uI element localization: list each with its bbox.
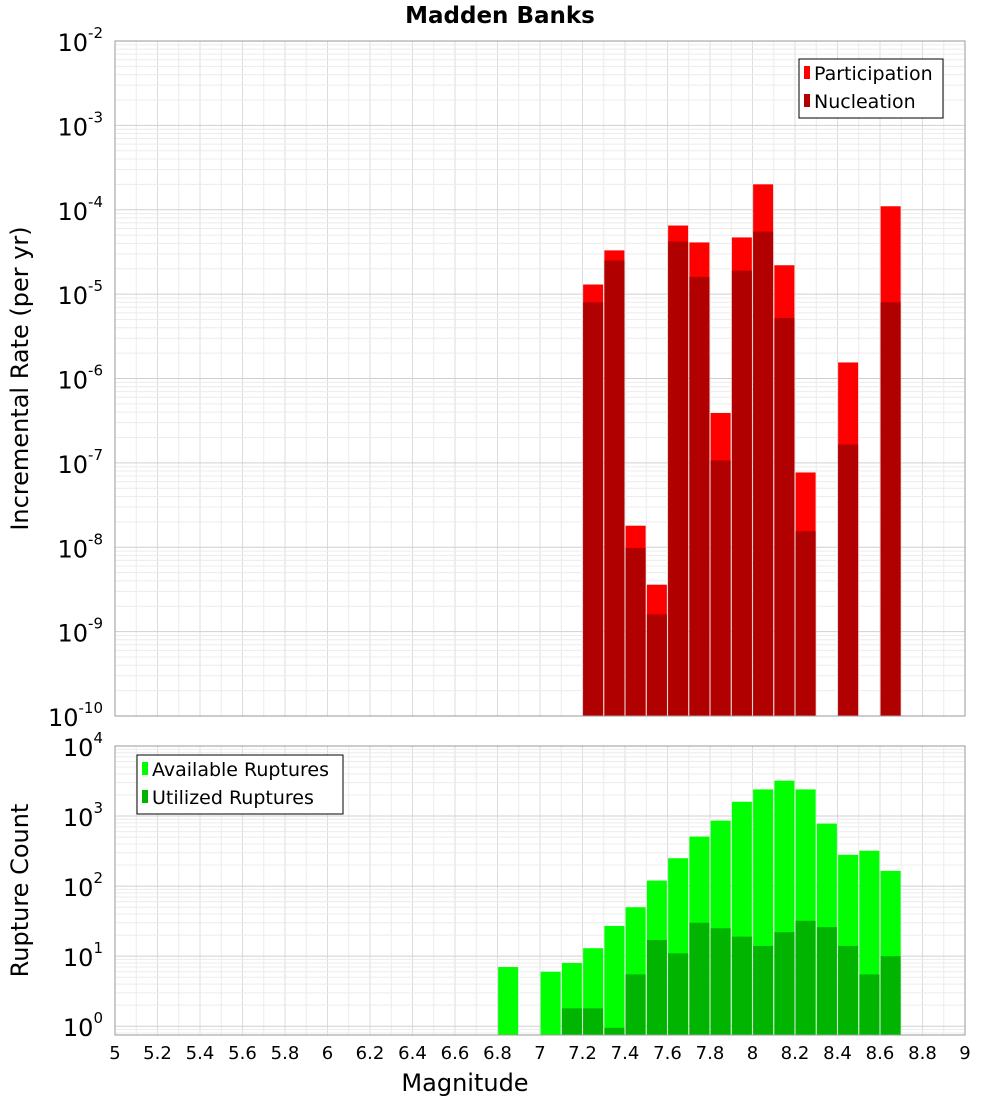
bar-nucleation <box>583 302 604 716</box>
bar-nucleation <box>880 302 901 716</box>
y-tick-label: 100 <box>63 1009 103 1042</box>
bar-utilized-ruptures <box>774 932 795 1035</box>
bar-utilized-ruptures <box>561 1008 582 1035</box>
bar-nucleation <box>689 276 710 716</box>
bar-nucleation <box>604 260 625 716</box>
y-tick-labels: 10-10 10-9 10-8 10-7 10-6 10-5 10-4 10-3 10-2 <box>48 24 103 732</box>
bar-utilized-ruptures <box>646 940 667 1035</box>
bar-utilized-ruptures <box>625 974 646 1035</box>
bar-utilized-ruptures <box>838 945 859 1035</box>
x-tick-label: 5 <box>109 1043 120 1064</box>
x-tick-label: 9 <box>959 1043 970 1064</box>
bar-nucleation <box>774 318 795 716</box>
x-tick-label: 6.2 <box>356 1043 385 1064</box>
bar-utilized-ruptures <box>583 1008 604 1035</box>
legend-box <box>136 754 344 815</box>
y-tick-label: 101 <box>63 939 103 972</box>
y-tick-label: 10-4 <box>57 193 103 226</box>
legend: Available Ruptures Utilized Ruptures <box>136 754 344 815</box>
y-tick-label: 10-7 <box>57 446 103 479</box>
x-tick-label: 6 <box>322 1043 333 1064</box>
x-axis-label: Magnitude <box>401 1069 528 1097</box>
legend-swatch <box>804 66 810 79</box>
bar-available-ruptures <box>498 967 519 1035</box>
x-tick-label: 6.4 <box>398 1043 427 1064</box>
y-tick-label: 102 <box>63 869 103 902</box>
y-tick-label: 10-10 <box>48 699 103 732</box>
y-tick-label: 104 <box>63 729 103 762</box>
legend-label: Available Ruptures <box>152 759 329 781</box>
y-tick-label: 10-3 <box>57 108 103 141</box>
x-tick-label: 8.4 <box>823 1043 852 1064</box>
bar-utilized-ruptures <box>753 945 774 1035</box>
y-tick-labels: 100 101 102 103 104 <box>63 729 103 1042</box>
legend-swatch <box>804 94 810 107</box>
x-tick-label: 8 <box>747 1043 758 1064</box>
y-axis-label: Rupture Count <box>6 804 34 978</box>
legend-swatch <box>142 762 148 775</box>
chart-panel-1: 10-10 10-9 10-8 10-7 10-6 10-5 10-4 10-3 10-2 Inc… <box>6 24 966 732</box>
y-tick-label: 10-5 <box>57 277 103 310</box>
legend-label: Participation <box>814 63 933 85</box>
bar-utilized-ruptures <box>859 974 880 1035</box>
bar-nucleation <box>710 460 731 716</box>
x-tick-label: 7.2 <box>568 1043 597 1064</box>
bar-available-ruptures <box>540 971 561 1035</box>
legend-label: Utilized Ruptures <box>152 787 314 809</box>
y-tick-label: 10-9 <box>57 615 103 648</box>
x-tick-label: 6.6 <box>441 1043 470 1064</box>
bars <box>583 184 901 717</box>
legend-box <box>798 58 944 119</box>
bar-utilized-ruptures <box>689 922 710 1035</box>
legend-label: Nucleation <box>814 91 916 113</box>
x-tick-label: 7.4 <box>611 1043 640 1064</box>
chart-panel-2: 100 101 102 103 104 Rupture Count 5 5.2 5.4 5.6 5.… <box>6 729 971 1097</box>
y-tick-label: 10-8 <box>57 530 103 563</box>
x-tick-label: 5.4 <box>186 1043 215 1064</box>
bar-available-ruptures <box>604 925 625 1035</box>
bar-utilized-ruptures <box>795 920 816 1035</box>
x-tick-label: 7 <box>534 1043 545 1064</box>
bar-nucleation <box>646 614 667 716</box>
bar-nucleation <box>838 444 859 716</box>
x-tick-label: 5.2 <box>143 1043 172 1064</box>
y-tick-label: 103 <box>63 799 103 832</box>
bar-utilized-ruptures <box>710 928 731 1035</box>
x-tick-label: 8.8 <box>908 1043 937 1064</box>
bar-nucleation <box>625 547 646 716</box>
legend-swatch <box>142 790 148 803</box>
bar-nucleation <box>753 231 774 716</box>
y-axis-label: Incremental Rate (per yr) <box>6 226 34 530</box>
plot-frame <box>114 745 966 1036</box>
x-tick-label: 7.6 <box>653 1043 682 1064</box>
x-tick-label: 8.2 <box>781 1043 810 1064</box>
bars <box>498 780 901 1035</box>
x-tick-label: 5.8 <box>271 1043 300 1064</box>
y-tick-label: 10-2 <box>57 24 103 57</box>
x-tick-labels: 5 5.2 5.4 5.6 5.8 6 6.2 6.4 6.6 6.8 7 7.2 7.4 7.6 7.8 8… <box>109 1043 970 1064</box>
x-tick-label: 8.6 <box>866 1043 895 1064</box>
legend: Participation Nucleation <box>798 58 944 119</box>
chart-title: Madden Banks <box>405 3 595 29</box>
bar-utilized-ruptures <box>604 1027 625 1035</box>
bar-utilized-ruptures <box>668 953 689 1035</box>
x-tick-label: 5.6 <box>228 1043 257 1064</box>
x-tick-label: 6.8 <box>483 1043 512 1064</box>
x-tick-label: 7.8 <box>696 1043 725 1064</box>
plot-frame <box>114 40 966 717</box>
y-tick-label: 10-6 <box>57 362 103 395</box>
bar-nucleation <box>668 241 689 717</box>
bar-nucleation <box>731 270 752 716</box>
bar-utilized-ruptures <box>880 956 901 1035</box>
bar-utilized-ruptures <box>816 927 837 1035</box>
grid-lines <box>114 40 966 717</box>
bar-utilized-ruptures <box>731 936 752 1035</box>
bar-nucleation <box>795 531 816 716</box>
